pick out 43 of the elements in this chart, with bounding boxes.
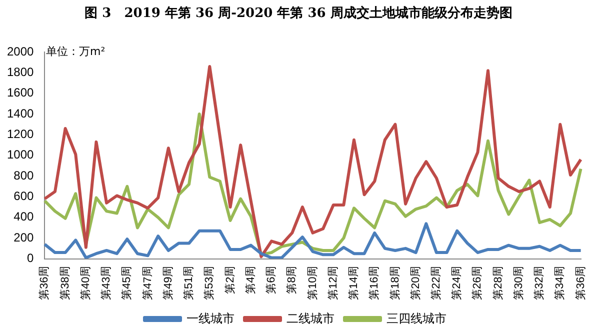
x-tick-label: 第4周 (244, 266, 257, 294)
x-tick-label: 第36周 (38, 266, 51, 300)
legend-label: 二线城市 (286, 311, 334, 326)
x-tick-label: 第16周 (368, 266, 381, 300)
y-tick-label: 1200 (6, 127, 34, 142)
x-tick-label: 第49周 (162, 266, 174, 300)
x-tick-label: 第45周 (121, 266, 134, 300)
x-tick-label: 第32周 (534, 266, 546, 300)
x-tick-label: 第47周 (142, 266, 154, 300)
y-tick-label: 1600 (6, 86, 34, 100)
x-tick-label: 第53周 (204, 266, 216, 300)
x-tick-label: 第51周 (183, 266, 196, 300)
x-tick-label: 第28周 (492, 266, 504, 300)
y-tick-label: 800 (14, 168, 34, 182)
y-axis-title: 单位：万m² (46, 44, 106, 59)
x-tick-label: 第36周 (574, 266, 587, 300)
x-tick-label: 第18周 (389, 266, 402, 300)
chart-title: 图 3 2019 年第 36 周-2020 年第 36 周成交土地城市能级分布走势图 (84, 4, 514, 22)
x-tick-label: 第6周 (266, 266, 278, 294)
x-tick-label: 第34周 (554, 266, 566, 300)
x-tick-label: 第26周 (472, 266, 484, 300)
y-tick-label: 400 (14, 210, 34, 224)
x-tick-label: 第10周 (306, 266, 319, 300)
legend-label: 一线城市 (186, 311, 234, 326)
x-tick-label: 第40周 (80, 266, 92, 300)
x-tick-label: 第43周 (100, 266, 113, 300)
y-tick-label: 2000 (6, 44, 34, 58)
legend-label: 三四线城市 (386, 311, 446, 326)
x-tick-label: 第22周 (430, 266, 442, 300)
x-tick-label: 第2周 (224, 266, 236, 294)
y-tick-label: 600 (14, 189, 34, 204)
x-tick-label: 第12周 (327, 266, 340, 300)
x-tick-label: 第30周 (512, 266, 525, 300)
y-tick-label: 1800 (6, 64, 34, 79)
y-tick-label: 1000 (6, 148, 34, 162)
y-tick-label: 200 (14, 230, 34, 244)
x-tick-label: 第38周 (59, 266, 72, 300)
x-tick-label: 第20周 (410, 266, 422, 300)
x-tick-label: 第24周 (451, 266, 464, 300)
y-tick-label: 0 (27, 251, 34, 266)
y-tick-label: 1400 (6, 106, 34, 120)
x-tick-label: 第14周 (348, 266, 360, 300)
x-tick-label: 第8周 (286, 266, 298, 294)
